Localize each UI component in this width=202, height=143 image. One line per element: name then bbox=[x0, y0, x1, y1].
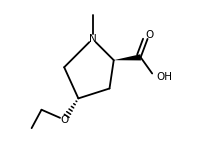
Polygon shape bbox=[114, 54, 141, 60]
Text: OH: OH bbox=[156, 72, 172, 82]
Text: O: O bbox=[60, 115, 68, 125]
Text: N: N bbox=[89, 34, 96, 44]
Text: O: O bbox=[145, 30, 153, 40]
